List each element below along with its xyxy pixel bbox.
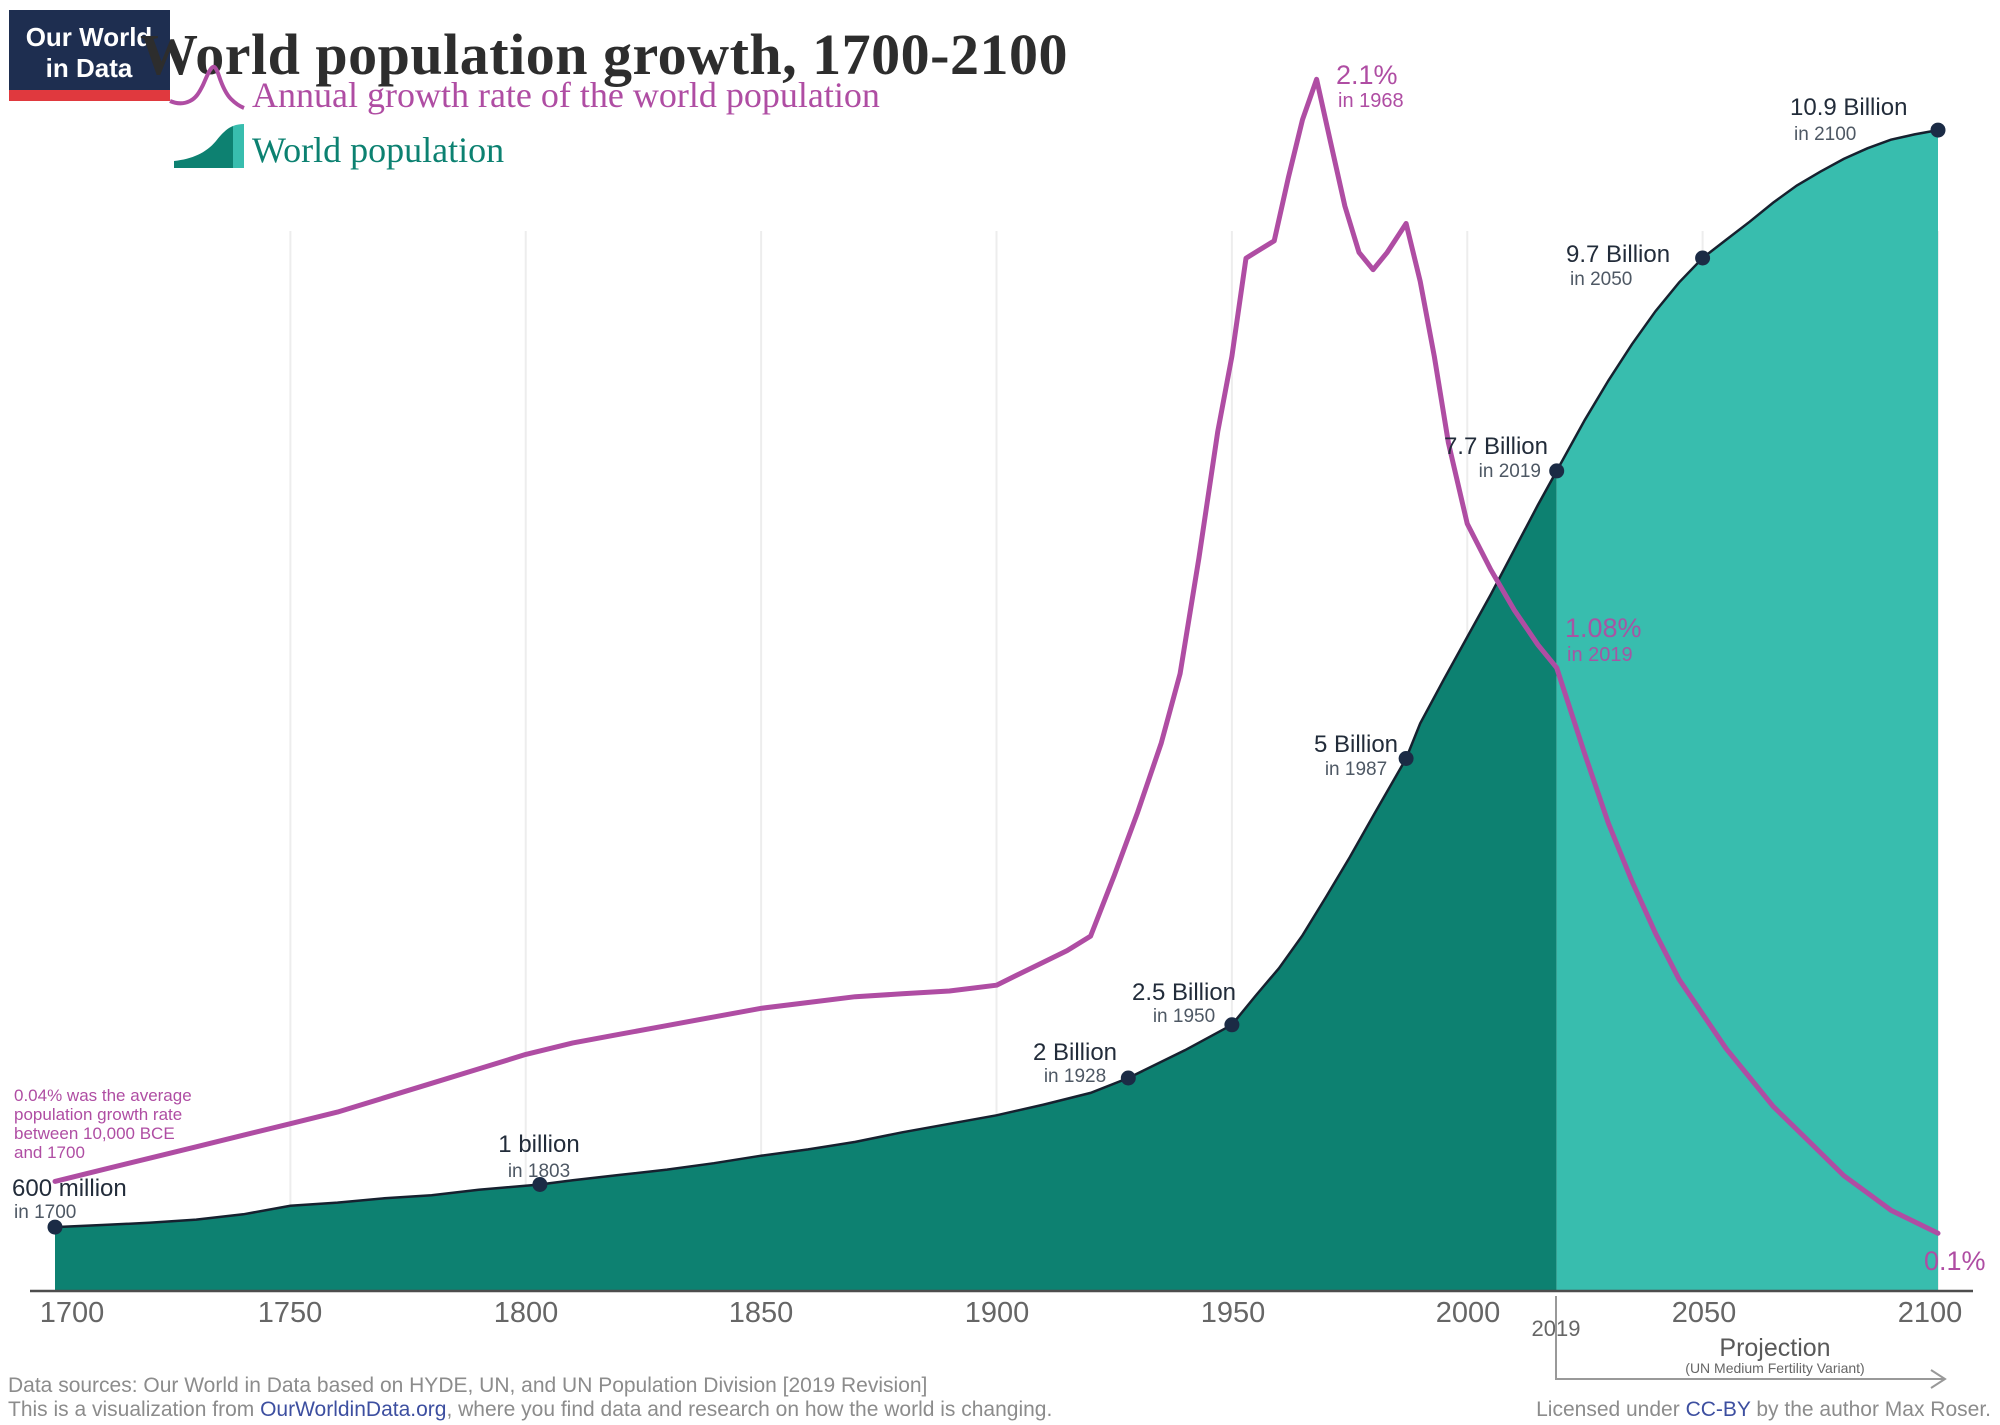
historic-note-line2: population growth rate [14, 1105, 182, 1124]
historic-note-line1: 0.04% was the average [14, 1086, 192, 1105]
milestone-5b-value: 5 Billion [1314, 731, 1398, 758]
x-tick-2050: 2050 [1672, 1297, 1737, 1329]
population-legend-icon-projection [233, 124, 244, 168]
rate-2019-value: 1.08% [1565, 613, 1642, 643]
footer-license-suffix: by the author Max Roser. [1751, 1398, 1991, 1421]
growth-rate-legend-label: Annual growth rate of the world populati… [252, 75, 880, 115]
footer-viz-suffix: , where you find data and research on ho… [446, 1398, 1052, 1421]
population-legend-icon [174, 126, 233, 168]
milestone-7-7b-year: in 2019 [1479, 461, 1541, 482]
x-tick-1850: 1850 [729, 1297, 794, 1329]
peak-rate-year: in 1968 [1338, 90, 1404, 112]
milestone-600m-year: in 1700 [14, 1202, 76, 1223]
milestone-2b: 2 Billion in 1928 [1033, 1039, 1117, 1087]
footer-license-prefix: Licensed under [1536, 1398, 1685, 1421]
rate-2019-year: in 2019 [1567, 644, 1633, 666]
milestone-7-7b: 7.7 Billion in 2019 [1444, 433, 1548, 482]
milestone-dot [1695, 250, 1711, 266]
historic-growth-note: 0.04% was the average population growth … [14, 1086, 192, 1162]
population-area-projection [1556, 130, 1938, 1292]
milestone-10-9b-year: in 2100 [1794, 124, 1856, 145]
milestone-dot [1930, 122, 1946, 138]
logo-line1: Our World [26, 22, 153, 52]
milestone-10-9b: 10.9 Billion in 2100 [1790, 94, 1907, 145]
footer: Data sources: Our World in Data based on… [8, 1374, 1991, 1421]
logo-line2: in Data [46, 53, 133, 83]
historic-note-line4: and 1700 [14, 1143, 85, 1162]
milestone-dot [1398, 751, 1414, 766]
milestone-dots [47, 122, 1946, 1235]
x-tick-1900: 1900 [965, 1297, 1030, 1329]
page-title: World population growth, 1700-2100 [140, 22, 1068, 87]
logo-red-stripe [9, 90, 170, 101]
milestone-labels: 600 million in 1700 1 billion in 1803 2 … [12, 94, 1907, 1223]
milestone-dot [1120, 1070, 1136, 1086]
milestone-5b: 5 Billion in 1987 [1314, 731, 1398, 780]
owid-logo: Our World in Data [9, 10, 170, 101]
footer-license: Licensed under CC-BY by the author Max R… [1536, 1398, 1991, 1421]
logo-navy-box [9, 10, 170, 90]
x-tick-1750: 1750 [258, 1297, 323, 1329]
projection-sublabel: (UN Medium Fertility Variant) [1685, 1360, 1864, 1376]
owid-link[interactable]: OurWorldinData.org [260, 1398, 446, 1421]
milestone-9-7b-year: in 2050 [1570, 269, 1632, 290]
x-tick-1700: 1700 [40, 1297, 105, 1329]
projection-bracket-arrow [1555, 1296, 1947, 1389]
milestone-2-5b-year: in 1950 [1153, 1006, 1215, 1027]
milestone-dot [47, 1219, 63, 1235]
x-tick-2000: 2000 [1436, 1297, 1501, 1329]
milestone-2b-year: in 1928 [1044, 1066, 1106, 1087]
growth-rate-legend-icon [169, 64, 245, 110]
milestone-9-7b: 9.7 Billion in 2050 [1566, 241, 1670, 290]
milestone-1b-year: in 1803 [508, 1161, 570, 1182]
growth-rate-line [52, 76, 1941, 1236]
milestone-7-7b-value: 7.7 Billion [1444, 433, 1548, 460]
historic-note-line3: between 10,000 BCE [14, 1124, 175, 1143]
milestone-dot [1549, 463, 1565, 479]
population-area-historical [55, 470, 1557, 1291]
projection-label: Projection [1719, 1334, 1830, 1362]
legend: Annual growth rate of the world populati… [169, 64, 880, 170]
rate-2100-value: 0.1% [1924, 1246, 1986, 1276]
milestone-dot [532, 1177, 548, 1192]
footer-viz: This is a visualization from OurWorldinD… [8, 1398, 1052, 1421]
footer-viz-prefix: This is a visualization from [8, 1398, 260, 1421]
x-tick-1950: 1950 [1201, 1297, 1266, 1329]
milestone-1b: 1 billion in 1803 [498, 1131, 579, 1182]
x-tick-1800: 1800 [494, 1297, 559, 1329]
milestone-2b-value: 2 Billion [1033, 1039, 1117, 1066]
milestone-600m: 600 million in 1700 [12, 1175, 127, 1223]
growth-annotations: 2.1% in 1968 1.08% in 2019 0.1% 0.04% wa… [14, 60, 1986, 1276]
milestone-2-5b: 2.5 Billion in 1950 [1132, 979, 1236, 1027]
population-edge-line [54, 128, 1939, 1229]
peak-rate-value: 2.1% [1336, 60, 1398, 90]
x-tick-2100: 2100 [1898, 1297, 1963, 1329]
milestone-10-9b-value: 10.9 Billion [1790, 94, 1907, 121]
population-legend-label: World population [252, 130, 504, 170]
x-axis-ticks: 1700 1750 1800 1850 1900 1950 2000 2050 … [40, 1297, 1963, 1341]
milestone-9-7b-value: 9.7 Billion [1566, 241, 1670, 268]
milestone-5b-year: in 1987 [1325, 759, 1387, 780]
milestone-1b-value: 1 billion [498, 1131, 579, 1158]
footer-sources: Data sources: Our World in Data based on… [8, 1374, 927, 1397]
milestone-600m-value: 600 million [12, 1175, 127, 1202]
milestone-dot [1224, 1017, 1240, 1033]
ccby-link[interactable]: CC-BY [1686, 1398, 1751, 1421]
milestone-2-5b-value: 2.5 Billion [1132, 979, 1236, 1006]
